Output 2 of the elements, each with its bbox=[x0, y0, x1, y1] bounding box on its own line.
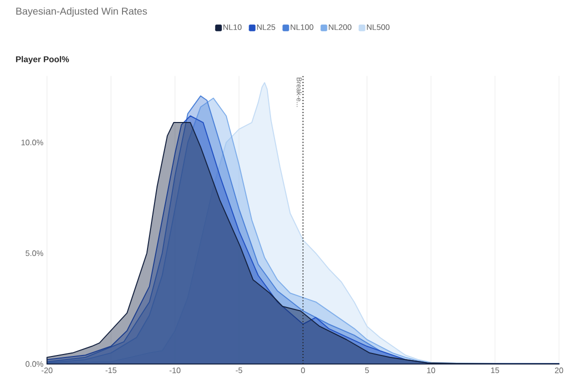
chart-title: Bayesian-Adjusted Win Rates bbox=[16, 7, 147, 17]
y-axis-title: Player Pool% bbox=[16, 56, 69, 64]
